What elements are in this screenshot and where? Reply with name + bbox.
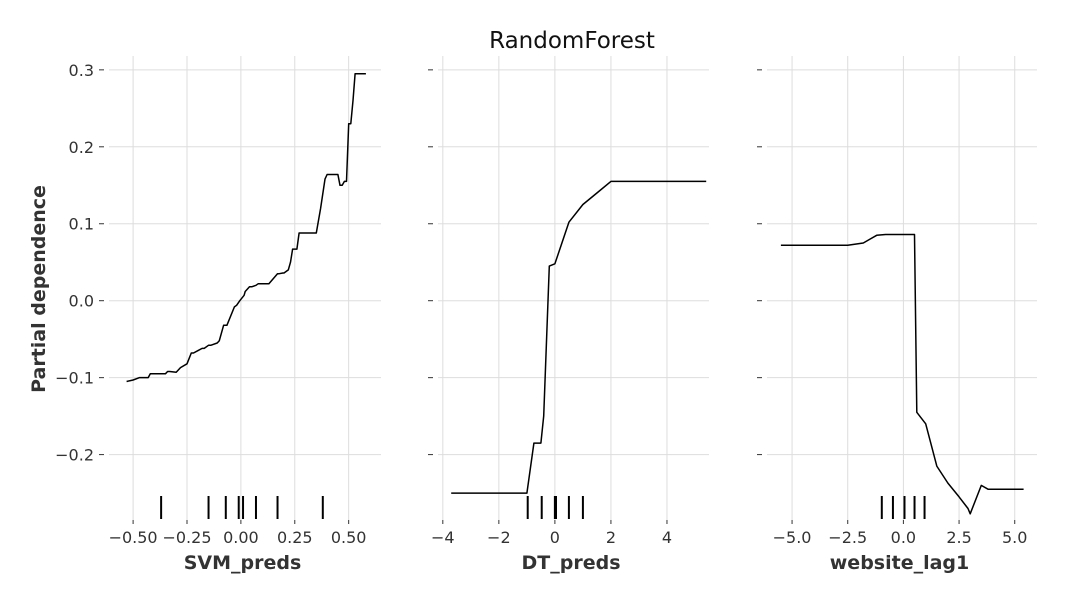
- x-tick-label: 0.00: [223, 528, 259, 547]
- y-tick-label: 0.3: [69, 61, 94, 80]
- x-tick-label: 5.0: [1002, 528, 1027, 547]
- x-axis-label: website_lag1: [830, 552, 970, 574]
- x-tick-label: 0.50: [331, 528, 367, 547]
- panel-2: −4 −2 0 2 4 DT_preds: [428, 56, 709, 574]
- panel-1: −0.2 −0.1 0.0 0.1 0.2 0.3 −0.50 −0.25 0.00 0.25 0.…: [55, 56, 381, 574]
- partial-dependence-line: [451, 180, 707, 494]
- x-tick-label: −2: [487, 528, 511, 547]
- x-axis-label: SVM_preds: [184, 552, 302, 574]
- x-tick-label: 0: [550, 528, 560, 547]
- x-tick-label: 0.0: [891, 528, 916, 547]
- chart-title: RandomForest: [489, 28, 655, 54]
- plot-panels: −0.2−0.10.00.10.20.3−0.50 −0.25 0.00 0.25 0.…: [55, 56, 1037, 574]
- x-tick-label: −0.50: [109, 528, 158, 547]
- y-axis-label: Partial dependence: [28, 185, 50, 393]
- y-tick-label: 0.2: [69, 138, 94, 157]
- x-tick-label: 4: [662, 528, 672, 547]
- y-tick-label: 0.0: [69, 292, 94, 311]
- x-tick-label: 2: [606, 528, 616, 547]
- x-tick-label: −4: [431, 528, 455, 547]
- x-tick-label: 0.25: [277, 528, 313, 547]
- x-axis-label: DT_preds: [522, 552, 621, 574]
- x-tick-label: −5.0: [773, 528, 812, 547]
- y-tick-label: −0.1: [55, 369, 94, 388]
- x-tick-label: 2.5: [946, 528, 971, 547]
- x-tick-label: −2.5: [828, 528, 867, 547]
- panel-3: −5.0 −2.5 0.0 2.5 5.0 website_lag1: [757, 56, 1037, 574]
- x-tick-label: −0.25: [162, 528, 211, 547]
- partial-dependence-line: [780, 233, 1024, 515]
- y-tick-label: 0.1: [69, 215, 94, 234]
- y-tick-label: −0.2: [55, 446, 94, 465]
- partial-dependence-line: [126, 72, 366, 383]
